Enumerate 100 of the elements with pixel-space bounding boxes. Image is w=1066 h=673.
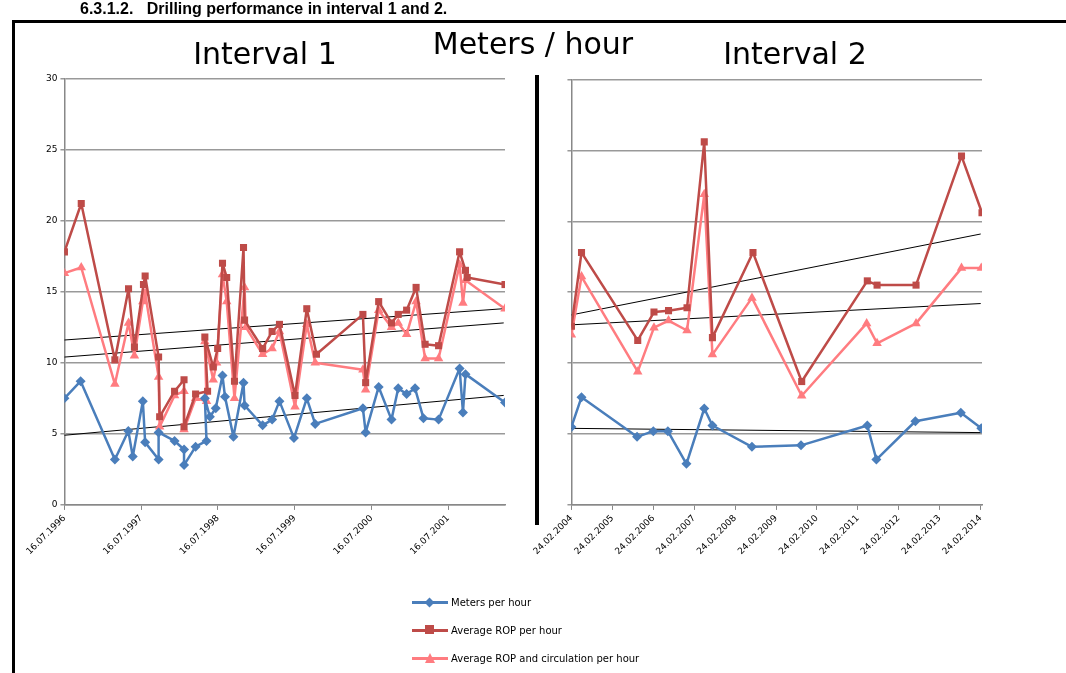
point	[662, 426, 673, 437]
point	[75, 376, 86, 387]
point	[218, 259, 227, 267]
y-tick-label: 5	[51, 428, 58, 439]
point	[241, 316, 249, 324]
point	[268, 327, 276, 336]
point	[649, 322, 659, 331]
point	[155, 353, 163, 361]
point	[153, 454, 164, 465]
point	[359, 310, 367, 318]
point	[274, 396, 285, 407]
point	[192, 390, 200, 398]
point	[312, 350, 320, 358]
point	[357, 403, 368, 414]
point	[862, 420, 873, 431]
point	[190, 441, 201, 452]
point	[310, 357, 320, 366]
y-tick-label: 10	[45, 357, 58, 368]
point	[456, 248, 464, 256]
point	[707, 420, 718, 431]
chart-title: Interval 1	[192, 36, 338, 71]
point	[375, 298, 383, 306]
text: Meters / hour	[432, 26, 634, 61]
point	[433, 414, 444, 425]
point	[153, 427, 164, 438]
point	[401, 328, 412, 338]
point	[141, 272, 149, 280]
y-tick-label: 0	[51, 499, 58, 510]
point	[910, 416, 921, 427]
point	[267, 343, 277, 352]
point	[393, 383, 404, 394]
point	[435, 342, 443, 350]
point	[410, 383, 421, 394]
point	[707, 349, 718, 358]
point	[420, 352, 430, 362]
point	[746, 441, 757, 452]
point	[708, 334, 716, 342]
point	[214, 345, 222, 353]
point	[457, 407, 468, 418]
point	[111, 356, 119, 364]
legend-label: Average ROP per hour	[451, 624, 562, 636]
point	[873, 281, 881, 289]
point	[77, 199, 85, 208]
point	[577, 248, 586, 257]
point	[373, 381, 384, 392]
point	[700, 138, 708, 146]
point	[460, 369, 471, 380]
legend-label: Average ROP and circulation per hour	[451, 652, 640, 664]
point	[632, 366, 643, 375]
point	[123, 426, 134, 436]
point	[180, 376, 188, 384]
point	[650, 308, 658, 316]
text: 6.3.1.2. Drilling performance in interval 1 and 2.	[80, 0, 448, 18]
point	[310, 418, 321, 429]
point	[130, 343, 138, 351]
point	[223, 273, 231, 281]
point	[267, 414, 278, 425]
point	[956, 262, 967, 271]
point	[861, 317, 872, 327]
point	[911, 317, 921, 327]
point	[403, 306, 411, 314]
point	[201, 333, 209, 341]
point	[796, 390, 807, 399]
point	[394, 310, 402, 318]
point	[201, 435, 212, 446]
point	[957, 152, 966, 160]
point	[303, 305, 311, 313]
point	[76, 261, 87, 271]
point	[239, 244, 248, 252]
point	[257, 420, 268, 431]
point	[123, 317, 134, 326]
point	[210, 403, 221, 414]
point	[301, 393, 312, 404]
point	[288, 433, 299, 444]
point	[401, 389, 412, 400]
point	[863, 277, 871, 285]
point	[230, 377, 239, 385]
point	[461, 266, 470, 274]
y-tick-label: 30	[45, 72, 58, 83]
point	[433, 352, 444, 362]
point	[682, 325, 692, 334]
point	[140, 437, 151, 448]
point	[796, 440, 807, 451]
point	[912, 281, 920, 289]
legend-label: Meters per hour	[451, 596, 532, 608]
point	[412, 283, 420, 291]
point	[576, 392, 587, 403]
point	[634, 336, 642, 344]
point	[421, 340, 429, 348]
point	[238, 377, 249, 388]
point	[747, 292, 757, 301]
point	[259, 345, 267, 353]
point	[362, 379, 370, 387]
y-tick-label: 15	[45, 286, 58, 297]
point	[955, 407, 966, 418]
point	[171, 387, 179, 395]
point	[386, 414, 397, 425]
point	[220, 391, 231, 402]
point	[648, 426, 659, 437]
point	[798, 378, 806, 386]
